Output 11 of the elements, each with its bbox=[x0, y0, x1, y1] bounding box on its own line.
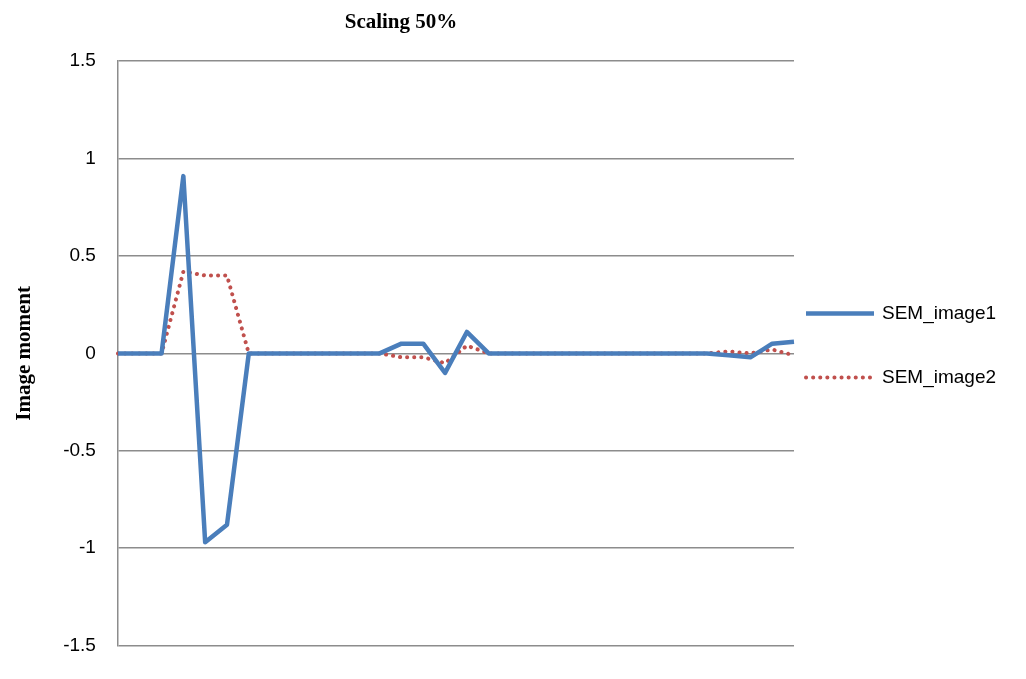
legend-label: SEM_image1 bbox=[882, 301, 997, 324]
y-tick-label: -0.5 bbox=[63, 439, 96, 461]
y-tick-label: 0 bbox=[85, 341, 96, 363]
y-tick-label: 1 bbox=[85, 146, 96, 168]
y-tick-label: 0.5 bbox=[69, 244, 96, 266]
y-tick-label: -1.5 bbox=[63, 633, 96, 655]
y-tick-label: 1.5 bbox=[69, 49, 96, 71]
chart-title: Scaling 50% bbox=[344, 9, 458, 34]
legend-label: SEM_image2 bbox=[882, 365, 997, 388]
y-axis-title: Image moment bbox=[11, 286, 36, 421]
y-tick-label: -1 bbox=[79, 536, 96, 558]
